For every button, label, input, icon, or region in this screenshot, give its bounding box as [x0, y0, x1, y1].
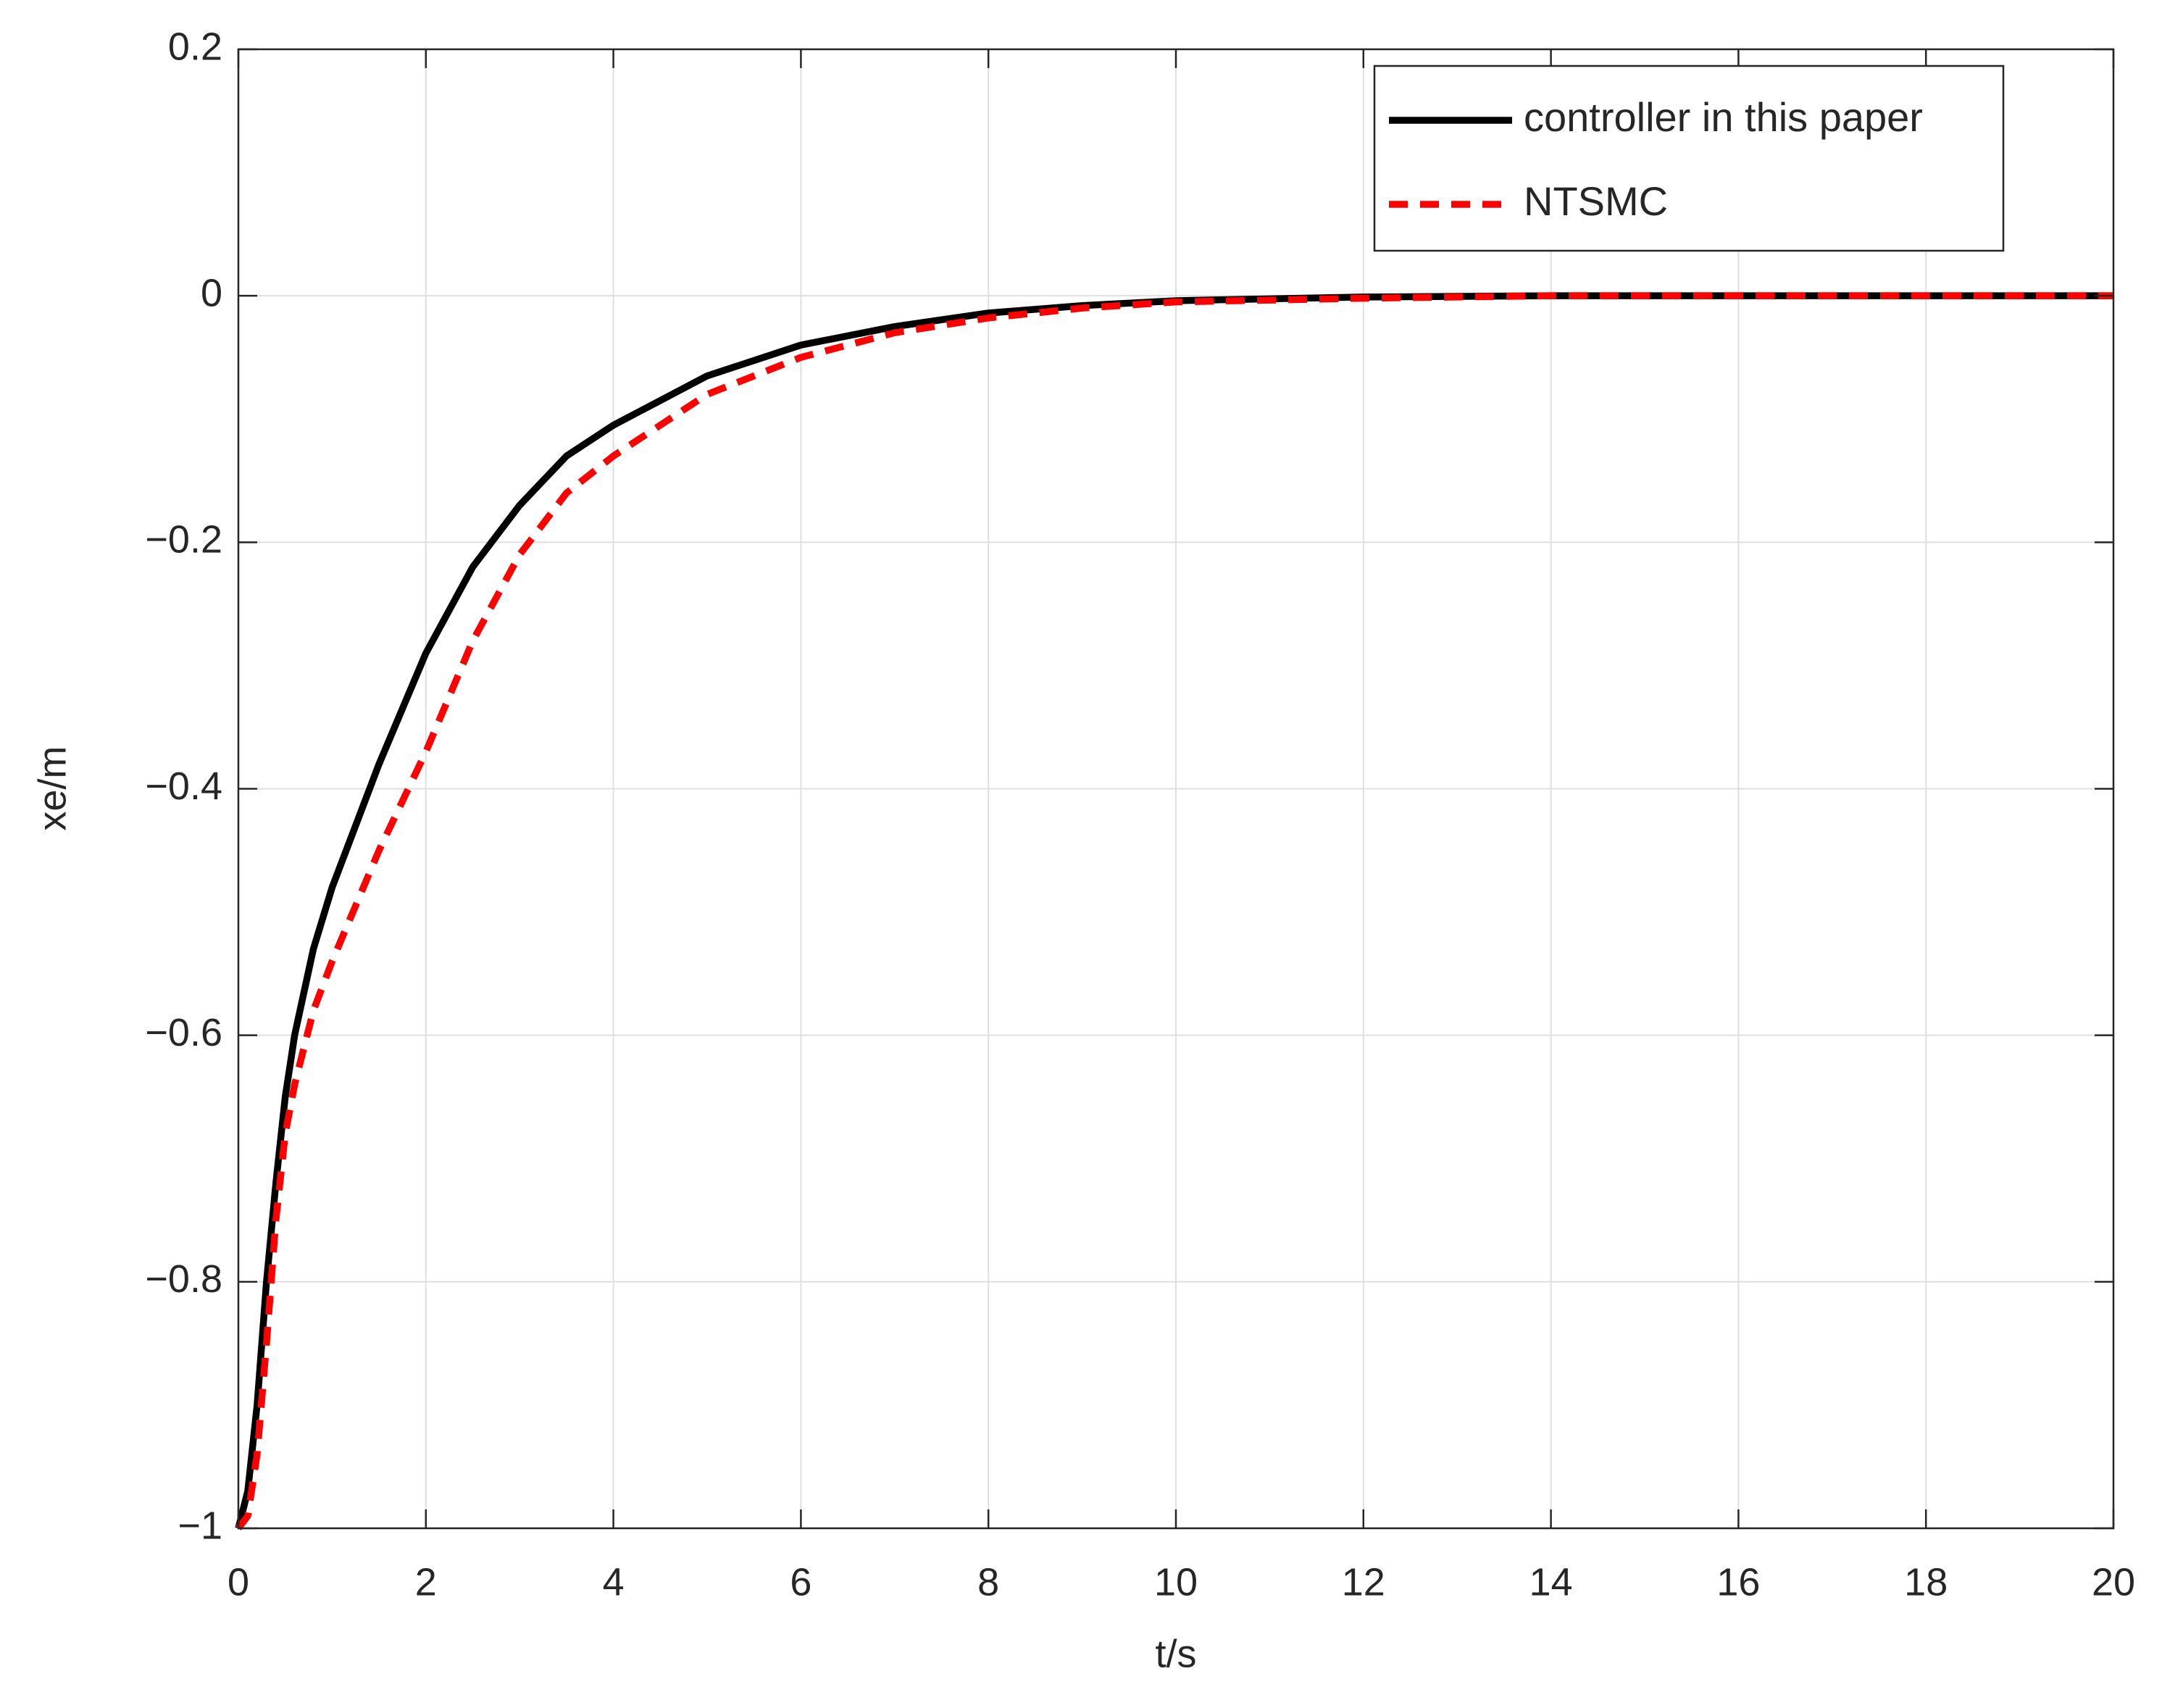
x-tick-label: 10	[1154, 1560, 1198, 1604]
legend-label: NTSMC	[1524, 178, 1668, 224]
y-tick-label: −0.2	[145, 518, 222, 562]
x-tick-label: 20	[2092, 1560, 2135, 1604]
y-tick-label: −1	[178, 1504, 222, 1547]
data-line	[235, 292, 2113, 1530]
x-axis-label: t/s	[1155, 1632, 1196, 1675]
x-tick-label: 18	[1904, 1560, 1948, 1604]
y-tick-label: −0.8	[145, 1257, 222, 1301]
y-axis-label: xe/m	[30, 746, 74, 830]
x-tick-label: 8	[977, 1560, 999, 1604]
y-tick-label: −0.6	[145, 1011, 222, 1054]
x-tick-label: 12	[1342, 1560, 1385, 1604]
y-tick-label: −0.4	[145, 765, 222, 808]
x-tick-label: 4	[603, 1560, 625, 1604]
x-tick-label: 2	[415, 1560, 437, 1604]
legend-box	[1373, 64, 2005, 252]
y-tick-label: 0.2	[168, 25, 222, 68]
x-tick-label: 14	[1529, 1560, 1573, 1604]
y-tick-label: 0	[201, 271, 222, 314]
legend-label: controller in this paper	[1524, 94, 1923, 140]
x-tick-label: 16	[1716, 1560, 1760, 1604]
x-tick-label: 0	[228, 1560, 249, 1604]
x-tick-label: 6	[790, 1560, 811, 1604]
